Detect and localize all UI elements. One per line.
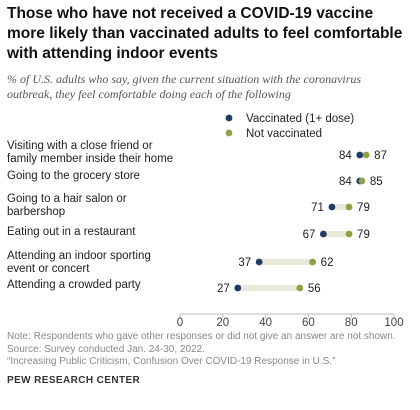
value-label-vaccinated: 71 (311, 202, 324, 214)
chart-notes: Note: Respondents who gave other respons… (7, 331, 417, 369)
value-label-vaccinated: 37 (238, 257, 251, 269)
subtitle-line: outbreak, they feel comfortable doing ea… (7, 87, 291, 101)
value-label-vaccinated: 27 (217, 283, 230, 295)
range-bar (323, 231, 350, 237)
dot-not-vaccinated (309, 258, 317, 266)
value-label-not-vaccinated: 87 (374, 150, 387, 162)
title-line: more likely than vaccinated adults to fe… (7, 25, 403, 42)
category-label: Attending an indoor sporting event or con… (7, 250, 151, 275)
value-label-not-vaccinated: 79 (357, 202, 370, 214)
title-line: with attending indoor events (7, 45, 218, 62)
dot-vaccinated (234, 284, 242, 292)
note-line: Note: Respondents who gave other respons… (7, 331, 396, 342)
chart-title: Those who have not received a COVID-19 v… (7, 4, 417, 64)
dot-vaccinated (356, 151, 364, 159)
legend-vaccinated-dot (225, 114, 233, 122)
x-tick-label: 20 (216, 317, 229, 329)
x-tick-label: 80 (345, 317, 358, 329)
category-label: Going to a hair salon or barbershop (7, 193, 127, 218)
legend-vaccinated-label: Vaccinated (1+ dose) (246, 113, 354, 125)
dot-not-vaccinated (345, 203, 353, 211)
brand-footer: PEW RESEARCH CENTER (7, 375, 141, 386)
dot-not-vaccinated (296, 284, 304, 292)
dot-vaccinated (255, 258, 263, 266)
note-line: Source: Survey conducted Jan. 24-30, 202… (7, 343, 205, 355)
x-tick-label: 100 (384, 317, 403, 329)
x-tick-label: 0 (177, 317, 183, 329)
value-label-not-vaccinated: 85 (370, 176, 383, 188)
category-label: Going to the grocery store (7, 170, 140, 182)
range-bar (237, 285, 300, 291)
dot-not-vaccinated (358, 177, 366, 185)
category-label: Attending a crowded party (7, 279, 141, 291)
subtitle-line: % of U.S. adults who say, given the curr… (7, 72, 362, 86)
legend-not-vaccinated-label: Not vaccinated (246, 128, 322, 140)
title-line: Those who have not received a COVID-19 v… (7, 5, 374, 22)
value-label-vaccinated: 84 (339, 150, 352, 162)
value-label-vaccinated: 84 (339, 176, 352, 188)
value-label-not-vaccinated: 56 (308, 283, 321, 295)
chart-subtitle: % of U.S. adults who say, given the curr… (7, 72, 415, 102)
category-label: Visiting with a close friend or family me… (7, 140, 173, 165)
value-label-not-vaccinated: 62 (321, 257, 334, 269)
legend-not-vaccinated-dot (225, 129, 233, 137)
x-tick-label: 60 (302, 317, 315, 329)
note-line: “Increasing Public Criticism, Confusion … (7, 356, 336, 367)
dot-vaccinated (319, 230, 327, 238)
dot-vaccinated (328, 203, 336, 211)
dot-not-vaccinated (345, 230, 353, 238)
value-label-vaccinated: 67 (303, 229, 316, 241)
range-bar (331, 204, 350, 210)
x-tick-label: 40 (259, 317, 272, 329)
range-bar (259, 259, 313, 265)
category-label: Eating out in a restaurant (7, 226, 136, 238)
value-label-not-vaccinated: 79 (357, 229, 370, 241)
dot-not-vaccinated (362, 151, 370, 159)
